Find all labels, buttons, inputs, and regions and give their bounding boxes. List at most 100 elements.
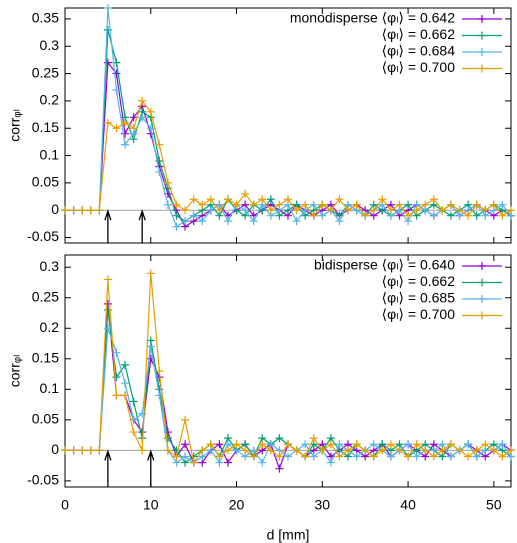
point — [284, 452, 292, 461]
point — [129, 124, 138, 133]
legend-label: monodisperse ⟨φₗ⟩ = 0.642 — [290, 10, 455, 26]
point — [266, 446, 275, 455]
point — [138, 96, 147, 105]
point — [121, 118, 130, 127]
point — [172, 222, 181, 231]
point — [326, 206, 335, 215]
arrow — [147, 449, 155, 487]
point — [103, 4, 112, 12]
point — [181, 440, 190, 449]
point — [232, 200, 241, 209]
point — [181, 217, 190, 226]
point — [464, 452, 473, 461]
point — [163, 446, 172, 455]
point — [489, 446, 498, 455]
point — [404, 200, 413, 209]
point — [318, 200, 327, 209]
point — [352, 200, 361, 209]
point — [249, 217, 258, 226]
point — [112, 85, 121, 94]
legend-swatch — [478, 64, 486, 73]
point — [412, 440, 421, 449]
point — [438, 446, 447, 455]
point — [198, 200, 207, 209]
point — [309, 434, 318, 443]
point — [318, 211, 327, 220]
point — [146, 342, 155, 351]
y-tick-label: 0 — [51, 441, 59, 457]
y-tick-label: 0.3 — [40, 258, 60, 274]
point — [275, 452, 284, 461]
point — [215, 440, 224, 449]
series-line — [65, 309, 512, 464]
point — [301, 452, 310, 461]
point — [404, 440, 413, 449]
point — [155, 140, 164, 149]
legend-label: ⟨φₗ⟩ = 0.662 — [382, 273, 456, 289]
legend-swatch — [478, 278, 486, 287]
point — [241, 446, 250, 455]
point — [95, 446, 104, 455]
y-tick-label: 0.1 — [40, 380, 60, 396]
point — [352, 440, 361, 449]
point — [361, 446, 370, 455]
point — [121, 140, 130, 149]
point — [386, 440, 395, 449]
y-tick-label: 0.05 — [32, 411, 59, 427]
point — [69, 446, 78, 455]
legend-label: ⟨φₗ⟩ = 0.685 — [382, 290, 456, 306]
y-tick-label: -0.05 — [27, 472, 59, 488]
legend-swatch — [478, 295, 486, 303]
point — [172, 452, 181, 461]
point — [146, 107, 155, 116]
point — [258, 195, 267, 204]
point — [121, 360, 130, 369]
point — [446, 452, 455, 461]
point — [369, 440, 378, 449]
point — [481, 206, 490, 215]
y-tick-label: 0.2 — [40, 319, 60, 335]
point — [61, 446, 69, 455]
legend-label: ⟨φₗ⟩ = 0.662 — [382, 26, 456, 42]
point — [146, 124, 155, 133]
point — [249, 452, 258, 461]
point — [309, 452, 318, 461]
point — [369, 452, 378, 461]
point — [404, 211, 413, 220]
point — [335, 440, 344, 449]
point — [198, 217, 207, 226]
point — [146, 269, 155, 278]
point — [344, 446, 353, 455]
point — [112, 69, 121, 78]
point — [498, 200, 507, 209]
legend-swatch — [478, 48, 486, 56]
point — [266, 206, 275, 215]
point — [455, 206, 464, 215]
point — [378, 446, 387, 455]
x-tick-label: 50 — [486, 497, 502, 513]
point — [275, 464, 284, 473]
point — [121, 391, 130, 400]
point — [284, 195, 292, 204]
point — [189, 211, 198, 220]
point — [335, 452, 344, 461]
point — [189, 195, 198, 204]
arrow — [104, 449, 112, 487]
point — [138, 113, 147, 122]
point — [138, 409, 147, 418]
point — [163, 178, 172, 187]
point — [163, 434, 172, 443]
point — [404, 452, 413, 461]
x-tick-label: 0 — [61, 497, 69, 513]
point — [326, 458, 335, 467]
point — [103, 275, 112, 284]
point — [275, 200, 284, 209]
point — [309, 211, 318, 220]
y-tick-label: 0.05 — [32, 174, 59, 190]
point — [121, 129, 130, 138]
point — [189, 458, 198, 467]
y-tick-label: 0.15 — [32, 349, 59, 365]
legend-label: bidisperse ⟨φₗ⟩ = 0.640 — [314, 257, 455, 273]
point — [421, 446, 430, 455]
point — [266, 195, 275, 204]
